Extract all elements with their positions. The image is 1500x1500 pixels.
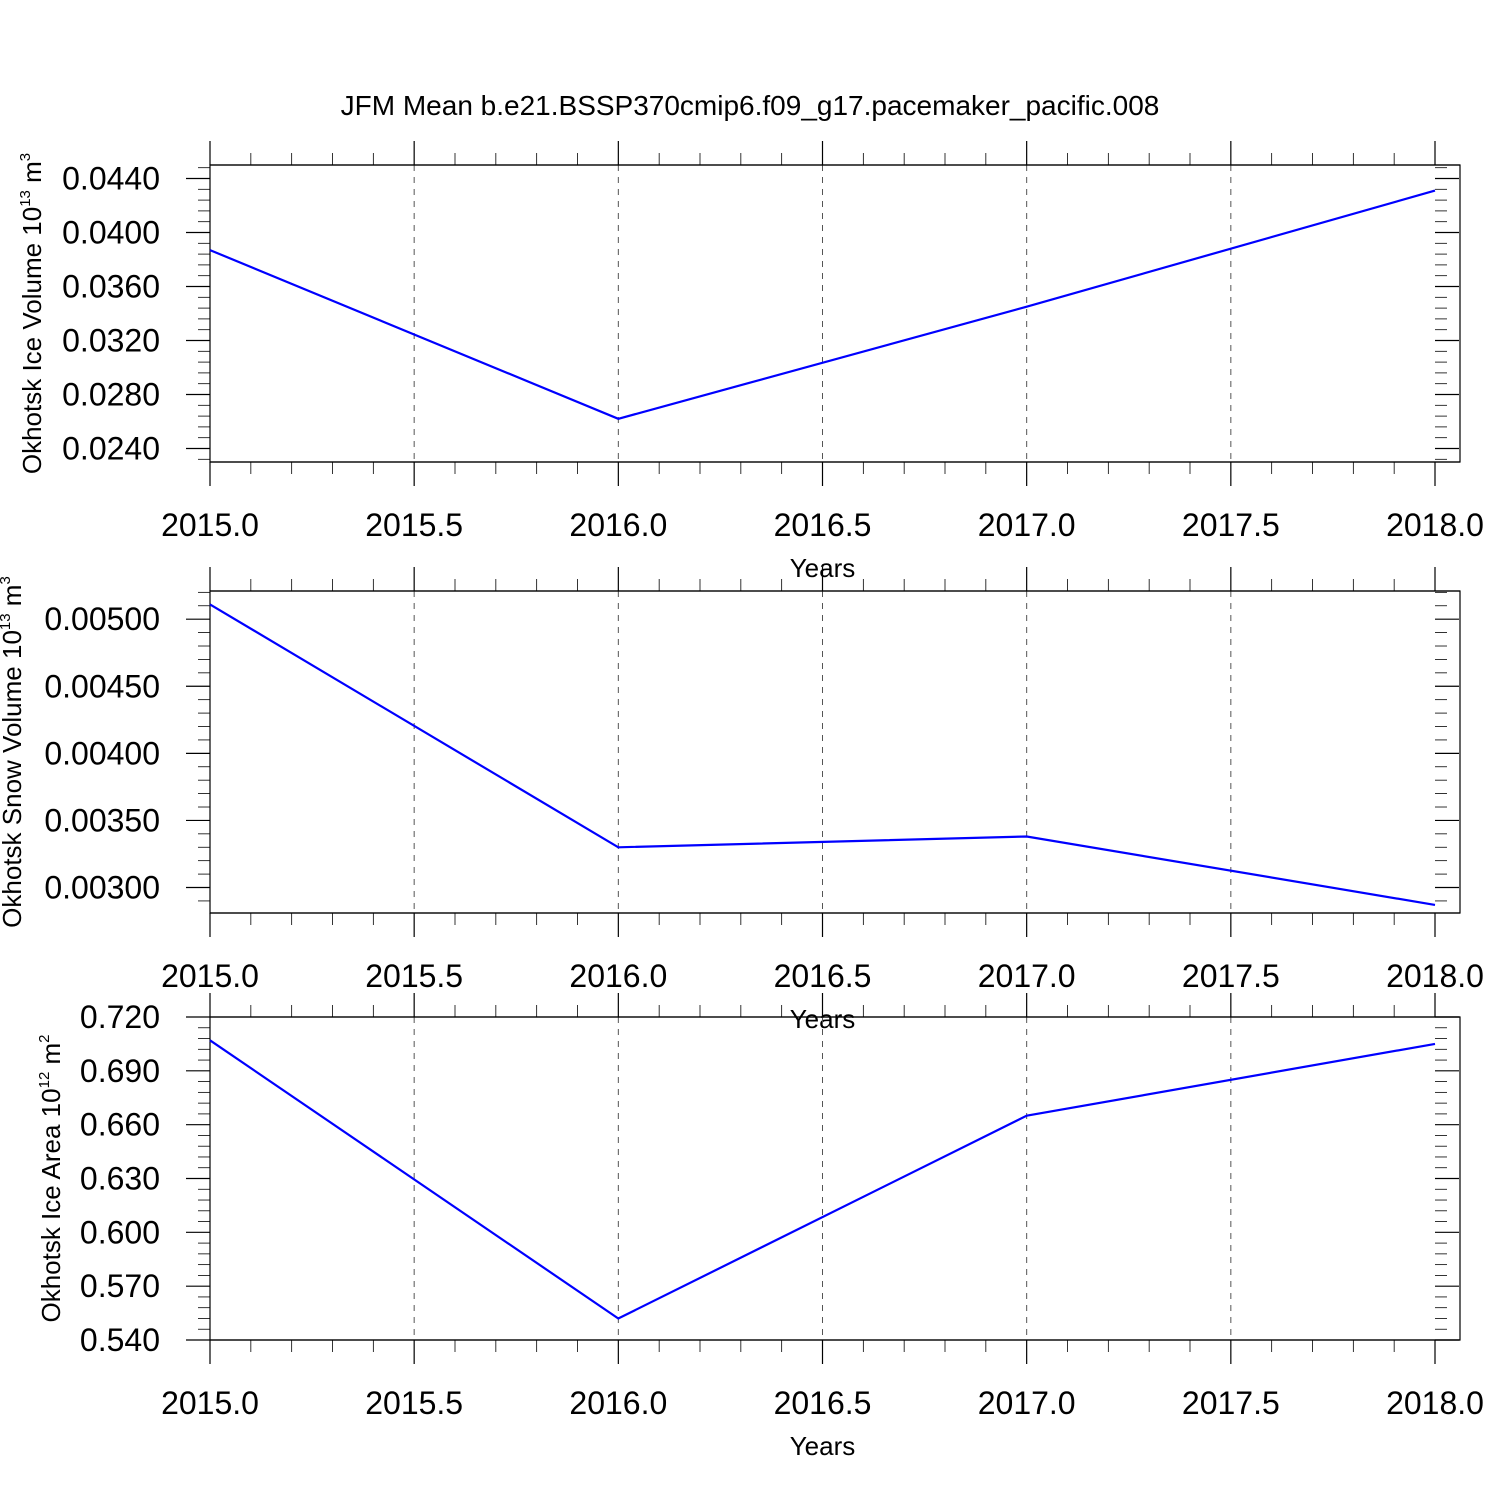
x-tick-label: 2017.5 — [1182, 507, 1280, 543]
chart-panels: 2015.0 2015.5 2016.0 2016.5 2017.0 2017.5 2018… — [0, 141, 1484, 1461]
y-tick-label: 0.0240 — [62, 431, 160, 467]
x-tick-label: 2015.5 — [365, 958, 463, 994]
y-tick-label: 0.540 — [80, 1322, 160, 1358]
y-tick-label: 0.720 — [80, 999, 160, 1035]
chart-panel: 2015.0 2015.5 2016.0 2016.5 2017.0 2017.5 2018… — [17, 141, 1484, 583]
x-tick-label: 2016.0 — [569, 958, 667, 994]
plot-frame — [209, 1016, 1461, 1341]
y-tick-label: 0.0320 — [62, 323, 160, 359]
x-tick-label: 2017.5 — [1182, 958, 1280, 994]
x-tick-label: 2018.0 — [1386, 507, 1484, 543]
y-tick-label: 0.0280 — [62, 377, 160, 413]
x-tick-label: 2016.5 — [774, 958, 872, 994]
y-tick-label: 0.0400 — [62, 215, 160, 251]
chart-panel: 2015.0 2015.5 2016.0 2016.5 2017.0 2017.5 2018… — [36, 993, 1484, 1461]
x-tick-label: 2015.0 — [161, 507, 259, 543]
x-tick-label: 2018.0 — [1386, 1385, 1484, 1421]
series-line — [209, 1039, 1436, 1320]
y-tick-label: 0.00400 — [44, 735, 160, 771]
x-tick-label: 2016.5 — [774, 1385, 872, 1421]
x-tick-label: 2017.5 — [1182, 1385, 1280, 1421]
x-tick-label: 2016.0 — [569, 507, 667, 543]
y-axis-label: Okhotsk Ice Volume 1013 m3 — [17, 153, 47, 474]
x-tick-label: 2016.0 — [569, 1385, 667, 1421]
x-axis-label: Years — [790, 1431, 856, 1461]
y-tick-label: 0.0360 — [62, 269, 160, 305]
plot-frame — [209, 164, 1461, 463]
x-tick-label: 2016.5 — [774, 507, 872, 543]
x-tick-label: 2017.0 — [978, 1385, 1076, 1421]
chart-panel: 2015.0 2015.5 2016.0 2016.5 2017.0 2017.5 2018… — [0, 567, 1484, 1034]
y-tick-label: 0.00500 — [44, 601, 160, 637]
x-tick-label: 2015.5 — [365, 507, 463, 543]
y-tick-label: 0.00450 — [44, 668, 160, 704]
series-line — [209, 603, 1436, 906]
y-tick-label: 0.00350 — [44, 802, 160, 838]
y-tick-label: 0.660 — [80, 1107, 160, 1143]
x-tick-label: 2015.0 — [161, 1385, 259, 1421]
x-tick-label: 2015.5 — [365, 1385, 463, 1421]
y-axis-label: Okhotsk Snow Volume 1013 m3 — [0, 576, 27, 928]
y-tick-label: 0.600 — [80, 1214, 160, 1250]
x-tick-label: 2017.0 — [978, 507, 1076, 543]
y-axis-label: Okhotsk Ice Area 1012 m2 — [36, 1034, 66, 1322]
y-tick-label: 0.570 — [80, 1268, 160, 1304]
y-tick-label: 0.00300 — [44, 870, 160, 906]
x-tick-label: 2018.0 — [1386, 958, 1484, 994]
x-tick-label: 2015.0 — [161, 958, 259, 994]
x-tick-label: 2017.0 — [978, 958, 1076, 994]
figure-title: JFM Mean b.e21.BSSP370cmip6.f09_g17.pace… — [341, 90, 1160, 121]
y-tick-label: 0.0440 — [62, 161, 160, 197]
plot-frame — [209, 590, 1461, 914]
series-line — [209, 189, 1436, 420]
y-tick-label: 0.630 — [80, 1161, 160, 1197]
y-tick-label: 0.690 — [80, 1053, 160, 1089]
